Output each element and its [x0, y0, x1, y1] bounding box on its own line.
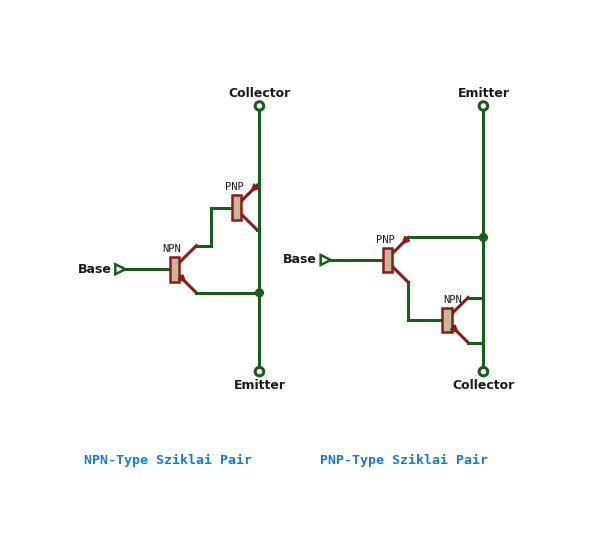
Circle shape: [256, 289, 263, 296]
FancyArrow shape: [251, 184, 259, 191]
Bar: [170, 257, 179, 281]
Text: Emitter: Emitter: [457, 87, 509, 100]
Text: NPN: NPN: [163, 244, 181, 254]
Bar: [442, 308, 452, 332]
Text: PNP: PNP: [224, 182, 244, 192]
Circle shape: [479, 233, 487, 241]
Text: Collector: Collector: [229, 87, 290, 100]
Bar: [383, 248, 392, 272]
Text: Collector: Collector: [452, 380, 515, 393]
Text: NPN-Type Sziklai Pair: NPN-Type Sziklai Pair: [84, 453, 252, 467]
FancyArrow shape: [403, 236, 410, 243]
Bar: [232, 195, 241, 220]
Text: PNP: PNP: [376, 235, 394, 244]
Text: Base: Base: [283, 254, 317, 267]
Text: Base: Base: [77, 263, 112, 276]
Text: NPN: NPN: [443, 295, 462, 305]
Text: PNP-Type Sziklai Pair: PNP-Type Sziklai Pair: [320, 453, 488, 467]
Text: Emitter: Emitter: [233, 380, 286, 393]
FancyArrow shape: [178, 275, 185, 282]
FancyArrow shape: [451, 325, 458, 332]
